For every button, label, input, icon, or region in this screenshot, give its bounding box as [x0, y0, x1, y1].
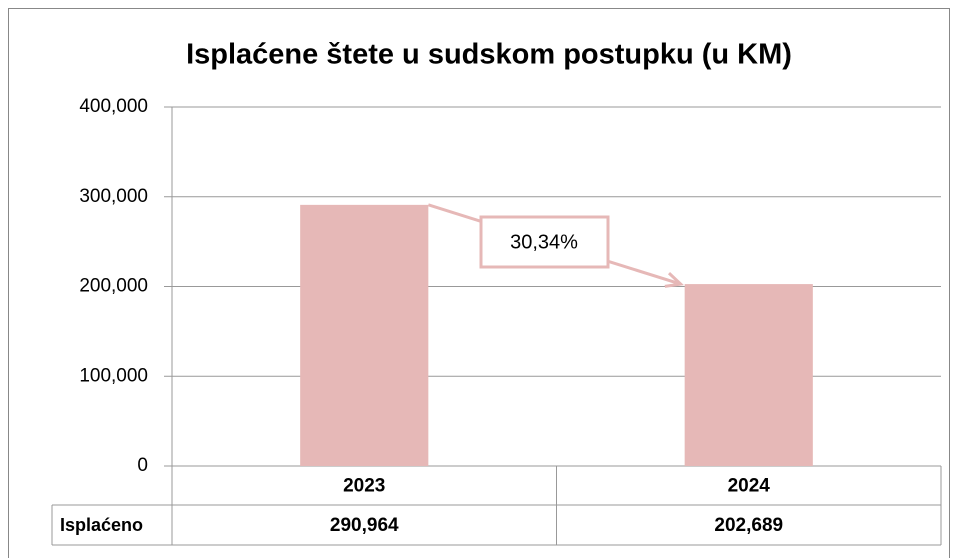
legend-label: Isplaćeno	[60, 515, 143, 535]
y-tick-label: 300,000	[79, 186, 148, 207]
y-tick-label: 0	[137, 455, 148, 476]
annotation-box	[479, 215, 610, 269]
x-tick-label: 2024	[728, 476, 771, 497]
x-tick-label: 2023	[343, 476, 385, 497]
chart-frame	[8, 8, 950, 558]
annotation: 30,34%	[510, 231, 578, 253]
y-tick-label: 400,000	[79, 96, 148, 117]
y-tick-label: 200,000	[79, 276, 148, 297]
bar	[684, 284, 813, 466]
bar	[300, 204, 429, 467]
data-label: 290,964	[330, 515, 399, 536]
chart-title: Isplaćene štete u sudskom postupku (u KM…	[186, 39, 792, 71]
y-tick-label: 100,000	[79, 365, 148, 386]
data-label: 202,689	[714, 515, 783, 536]
arrow-head	[664, 272, 684, 288]
